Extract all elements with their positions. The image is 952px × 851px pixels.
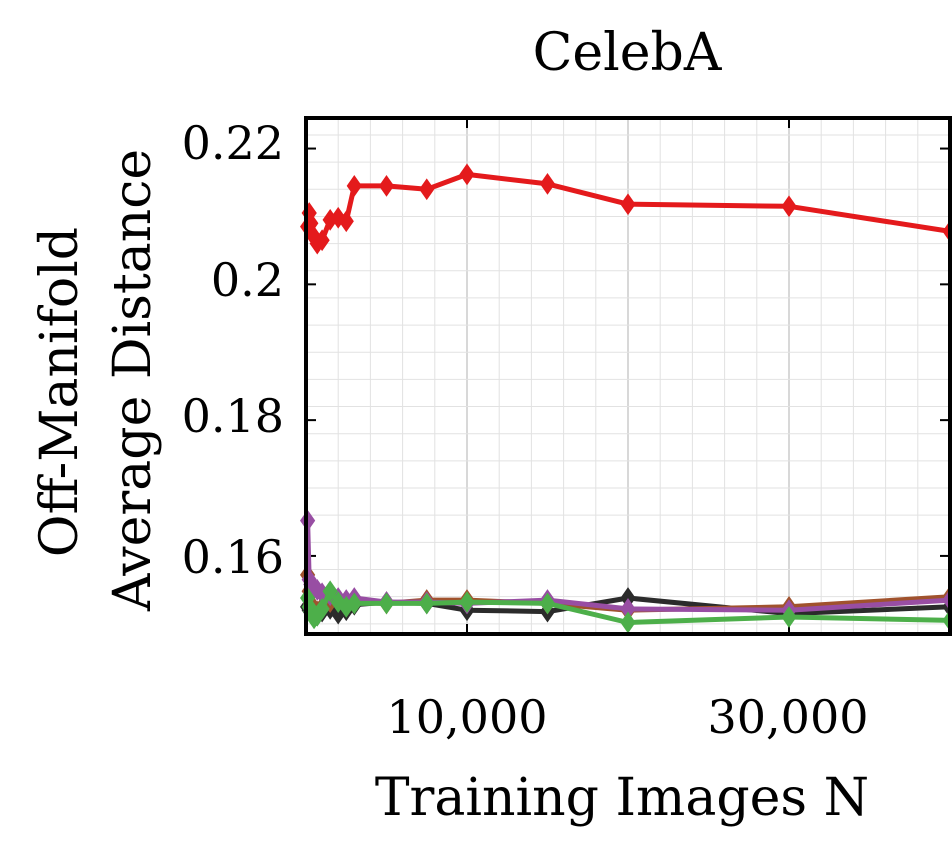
data-point-marker	[314, 598, 330, 620]
data-point-marker	[419, 178, 435, 201]
data-point-marker	[539, 172, 556, 195]
data-point-marker	[378, 175, 395, 197]
data-point-marker	[539, 592, 556, 615]
data-point-marker	[781, 195, 797, 218]
data-point-marker	[346, 592, 362, 615]
y-tick-label-0.18: 0.18	[182, 389, 284, 443]
data-point-marker	[781, 606, 797, 628]
chart-title: CelebA	[533, 23, 723, 83]
y-tick-label-0.16: 0.16	[182, 530, 284, 584]
x-tick-labels: 10,000 30,000	[387, 690, 869, 744]
data-point-marker	[378, 592, 395, 615]
plot-frame	[304, 116, 952, 636]
y-axis-label-line2: Average Distance	[103, 149, 163, 612]
x-tick-label-30000: 30,000	[708, 690, 869, 744]
data-point-marker	[314, 229, 330, 252]
series-layer	[299, 163, 952, 634]
data-point-marker	[459, 163, 475, 186]
data-point-marker	[338, 210, 354, 233]
plot-area	[299, 116, 952, 636]
y-tick-labels: 0.16 0.18 0.2 0.22	[182, 116, 284, 584]
data-point-marker	[459, 591, 475, 613]
data-point-marker	[346, 175, 362, 197]
y-axis-label-line1: Off-Manifold	[30, 227, 90, 557]
y-tick-label-0.2: 0.2	[211, 253, 284, 307]
data-point-marker	[620, 193, 636, 216]
y-tick-label-0.22: 0.22	[182, 116, 284, 170]
x-axis-label: Training Images N	[375, 768, 869, 828]
x-tick-label-10000: 10,000	[387, 690, 548, 744]
data-point-marker	[419, 592, 435, 615]
data-point-marker	[322, 580, 338, 603]
